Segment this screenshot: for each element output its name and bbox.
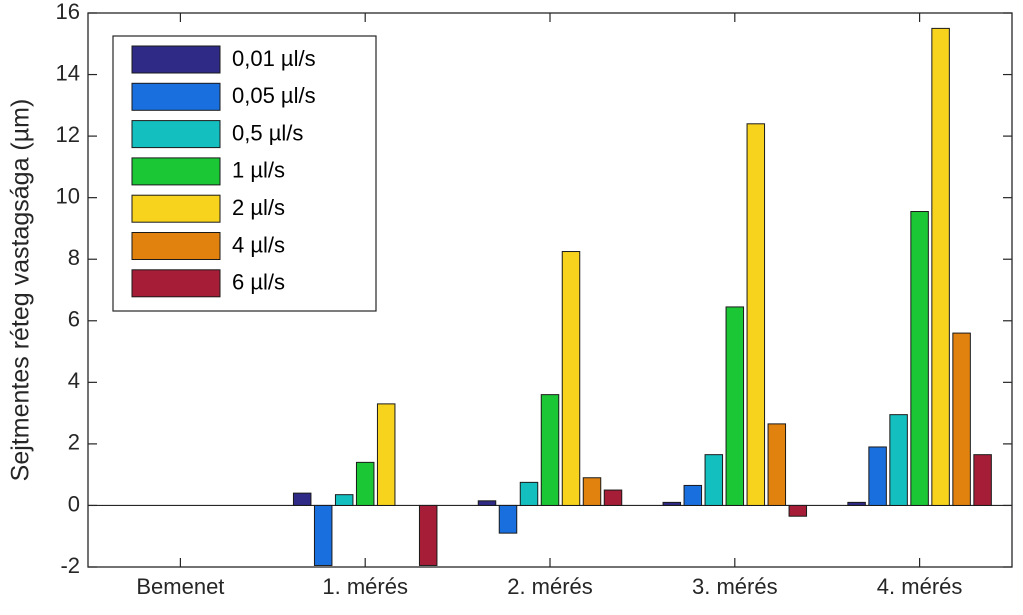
legend-swatch bbox=[131, 269, 221, 298]
y-tick-label: 2 bbox=[68, 430, 80, 455]
bar-2-3 bbox=[498, 504, 518, 534]
bar-3-3 bbox=[519, 481, 539, 506]
bar-3-4 bbox=[704, 454, 724, 506]
bars-group bbox=[292, 27, 992, 566]
bar-5-5 bbox=[931, 27, 950, 506]
bar-1-4 bbox=[662, 501, 682, 506]
legend-swatch bbox=[131, 120, 221, 149]
bar-4-4 bbox=[725, 306, 745, 506]
bar-7-5 bbox=[973, 454, 992, 506]
bar-1-2 bbox=[292, 492, 312, 506]
bar-5-2 bbox=[376, 403, 396, 506]
bar-6-4 bbox=[767, 423, 787, 506]
legend-label: 6 µl/s bbox=[232, 270, 285, 295]
bar-6-5 bbox=[952, 332, 971, 506]
y-tick-label: 12 bbox=[56, 122, 80, 147]
y-tick-label: 10 bbox=[56, 183, 80, 208]
x-tick-label: Bemenet bbox=[136, 574, 224, 599]
x-tick-label: 4. mérés bbox=[877, 574, 963, 599]
bar-5-3 bbox=[561, 251, 581, 506]
bar-1-3 bbox=[477, 500, 497, 506]
legend-swatch bbox=[131, 194, 221, 223]
legend-label: 0,01 µl/s bbox=[232, 46, 316, 71]
bar-7-3 bbox=[603, 489, 623, 506]
legend-label: 2 µl/s bbox=[232, 195, 285, 220]
bar-1-5 bbox=[847, 501, 866, 506]
y-tick-label: 16 bbox=[56, 0, 80, 24]
bar-4-2 bbox=[355, 461, 375, 506]
legend-label: 1 µl/s bbox=[232, 158, 285, 183]
bar-7-4 bbox=[788, 504, 808, 517]
x-tick-label: 3. mérés bbox=[692, 574, 778, 599]
bar-4-5 bbox=[910, 211, 929, 506]
plot-frame bbox=[87, 12, 1013, 568]
bar-6-3 bbox=[582, 477, 602, 506]
bar-5-4 bbox=[746, 123, 766, 506]
x-axis: Bemenet 1. mérés 2. mérés 3. mérés 4. mérés bbox=[136, 13, 962, 599]
legend-swatch bbox=[131, 157, 221, 186]
legend: 0,01 µl/s 0,05 µl/s 0,5 µl/s 1 µl/s 2 µl/s 4 … bbox=[112, 35, 377, 312]
legend-label: 0,5 µl/s bbox=[232, 120, 303, 145]
bar-2-2 bbox=[313, 504, 333, 566]
y-tick-label: 14 bbox=[56, 60, 80, 85]
y-tick-label: 8 bbox=[68, 245, 80, 270]
x-tick-label: 1. mérés bbox=[322, 574, 408, 599]
legend-swatch bbox=[131, 232, 221, 260]
bar-7-2 bbox=[418, 504, 438, 566]
legend-label: 0,05 µl/s bbox=[232, 83, 316, 108]
legend-swatch bbox=[131, 45, 221, 74]
y-tick-label: 4 bbox=[68, 368, 80, 393]
bar-3-5 bbox=[889, 414, 908, 506]
bar-2-5 bbox=[868, 446, 887, 506]
y-tick-label: 6 bbox=[68, 307, 80, 332]
y-axis-title: Sejtmentes réteg vastagsága (µm) bbox=[7, 99, 35, 482]
bar-2-4 bbox=[683, 484, 703, 506]
legend-label: 4 µl/s bbox=[232, 232, 285, 257]
y-tick-label: 0 bbox=[68, 491, 80, 516]
legend-swatch bbox=[131, 82, 221, 111]
x-tick-label: 2. mérés bbox=[507, 574, 593, 599]
bar-3-2 bbox=[334, 494, 354, 506]
bar-4-3 bbox=[540, 394, 560, 506]
y-axis: -2 0 2 4 6 8 10 12 14 16 bbox=[56, 0, 1012, 578]
y-tick-label: -2 bbox=[60, 553, 80, 578]
